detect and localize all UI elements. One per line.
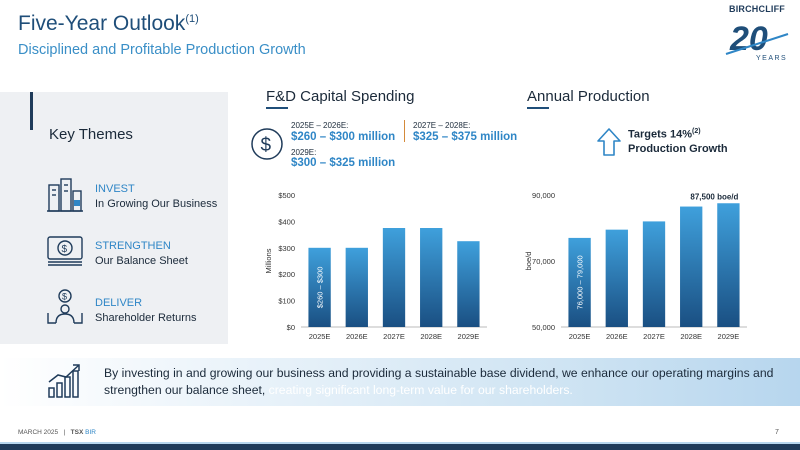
capital-chart-bar <box>457 241 480 327</box>
buildings-icon <box>45 175 85 215</box>
theme-deliver-head: DELIVER <box>95 297 143 309</box>
production-target-line2: Production Growth <box>628 143 728 155</box>
person-dollar-icon: $ <box>45 287 85 327</box>
production-chart-bar-annotation: 76,000 – 79,000 <box>576 255 585 309</box>
capital-chart-bar <box>382 228 406 327</box>
svg-text:20: 20 <box>729 20 768 58</box>
capital-chart-xtick: 2026E <box>346 332 368 341</box>
capital-chart-bar <box>420 228 443 327</box>
footer-info: MARCH 2025 | TSX BIR <box>18 429 96 436</box>
up-arrow-icon <box>596 127 622 157</box>
production-chart: boe/d 50,000 70,000 90,000 2025E 2026E 2027E 20… <box>524 191 747 341</box>
capital-underline <box>266 107 288 109</box>
footer-bar <box>0 444 800 450</box>
production-chart-ylabel: boe/d <box>524 252 533 271</box>
page-number: 7 <box>775 429 779 436</box>
svg-text:$: $ <box>62 244 68 255</box>
capital-chart-bar <box>345 247 368 327</box>
theme-invest-sub: In Growing Our Business <box>95 198 218 210</box>
capital-chart-bar <box>308 247 331 327</box>
capital-chart-ytick: $300 <box>278 244 295 253</box>
capital-chart-xtick: 2027E <box>383 332 405 341</box>
page-title: Five-Year Outlook(1) <box>18 12 199 35</box>
theme-strengthen-head: STRENGTHEN <box>95 240 171 252</box>
production-chart-xtick: 2025E <box>569 332 591 341</box>
production-underline <box>527 107 549 109</box>
capital-g3-label: 2027E – 2028E: <box>413 121 471 130</box>
company-logo: BIRCHCLIFF 20 YEARS <box>722 4 792 64</box>
production-chart-top-label: 87,500 boe/d <box>690 192 738 201</box>
summary-banner <box>0 358 800 406</box>
svg-text:YEARS: YEARS <box>756 55 787 62</box>
capital-chart: Millions $0 $100 $200 $300 $400 $500 2025E 2026E… <box>264 191 487 341</box>
dollar-circle-icon: $ <box>250 127 284 161</box>
production-chart-ytick: 90,000 <box>532 191 555 200</box>
capital-chart-bar-annotation: $260 – $300 <box>316 267 325 309</box>
capital-divider <box>404 120 405 142</box>
production-chart-bar <box>605 229 628 327</box>
growth-chart-icon <box>46 362 84 400</box>
production-chart-bar <box>717 203 740 327</box>
production-chart-ytick: 70,000 <box>532 257 555 266</box>
capital-chart-ylabel: Millions <box>264 248 273 273</box>
capital-chart-ytick: $400 <box>278 217 295 226</box>
production-title: Annual Production <box>527 88 650 105</box>
theme-strengthen-sub: Our Balance Sheet <box>95 255 188 267</box>
capital-g2-label: 2029E: <box>291 148 317 157</box>
production-chart-bar <box>642 221 666 327</box>
capital-title: F&D Capital Spending <box>266 88 415 105</box>
svg-text:$: $ <box>62 292 67 302</box>
capital-g2-value: $300 – $325 million <box>291 157 396 169</box>
summary-text: By investing in and growing our business… <box>104 366 774 397</box>
production-chart-bar <box>680 206 703 327</box>
capital-g1-label: 2025E – 2026E: <box>291 121 349 130</box>
page-subtitle: Disciplined and Profitable Production Gr… <box>18 42 306 58</box>
production-chart-ytick: 50,000 <box>532 323 555 332</box>
capital-chart-xtick: 2025E <box>309 332 331 341</box>
capital-chart-ytick: $500 <box>278 191 295 200</box>
themes-accent-bar <box>30 92 33 130</box>
capital-chart-ytick: $0 <box>287 323 295 332</box>
production-chart-xtick: 2026E <box>606 332 628 341</box>
capital-chart-xtick: 2028E <box>420 332 442 341</box>
capital-chart-xtick: 2029E <box>458 332 480 341</box>
footer-accent-line <box>0 442 800 444</box>
theme-invest-head: INVEST <box>95 183 135 195</box>
svg-text:$: $ <box>261 135 272 156</box>
theme-deliver-sub: Shareholder Returns <box>95 312 197 324</box>
capital-g1-value: $260 – $300 million <box>291 131 396 143</box>
production-target-line1: Targets 14%(2) <box>628 128 701 141</box>
production-chart-xtick: 2029E <box>718 332 740 341</box>
production-chart-xtick: 2028E <box>680 332 702 341</box>
capital-chart-ytick: $200 <box>278 270 295 279</box>
production-chart-bar <box>568 237 591 327</box>
themes-title: Key Themes <box>49 126 133 143</box>
themes-panel <box>0 92 228 344</box>
capital-chart-ytick: $100 <box>278 297 295 306</box>
money-icon: $ <box>45 231 85 271</box>
production-chart-xtick: 2027E <box>643 332 665 341</box>
capital-g3-value: $325 – $375 million <box>413 131 518 143</box>
